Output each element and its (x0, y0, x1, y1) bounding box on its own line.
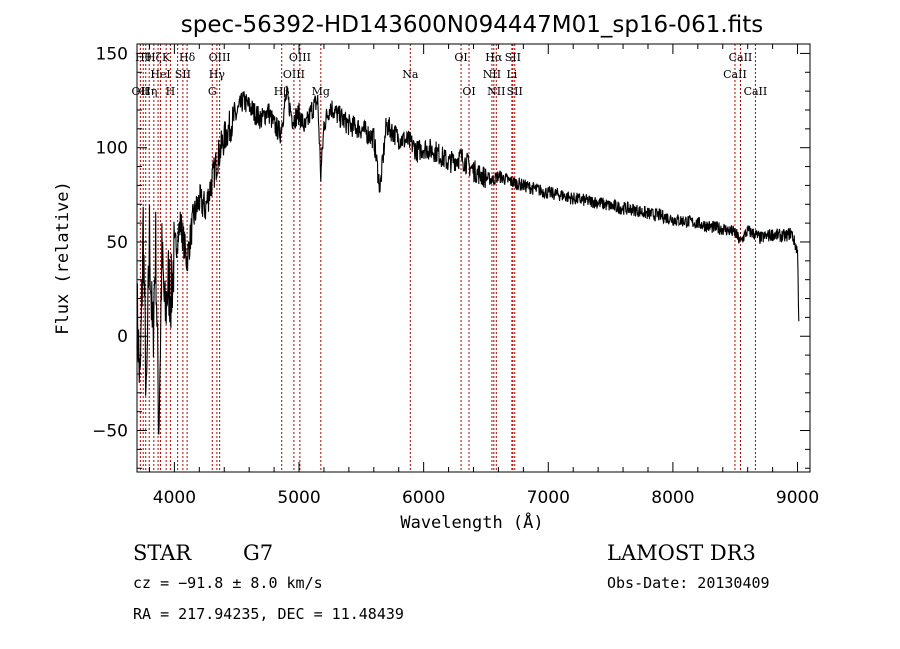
line-label: Hβ (274, 85, 290, 98)
line-label: SII (505, 51, 521, 64)
spectrum-series (136, 85, 800, 435)
y-tick-label: 100 (96, 139, 128, 159)
line-label: Li (506, 68, 517, 81)
line-label: HeI (150, 68, 170, 81)
line-label: Hθ (135, 51, 152, 64)
chart-title: spec-56392-HD143600N094447M01_sp16-061.f… (181, 12, 763, 38)
line-label: G (208, 85, 217, 98)
line-label: OIII (289, 51, 311, 64)
line-label: NII (487, 85, 505, 98)
redshift-info: cz = −91.8 ± 8.0 km/s (133, 574, 323, 592)
line-label: Hγ (209, 68, 226, 81)
x-tick-label: 8000 (651, 488, 694, 508)
y-tick-label: 150 (96, 44, 128, 64)
line-label: OI (454, 51, 467, 64)
line-label: K (162, 51, 171, 64)
object-subclass: G7 (243, 541, 273, 565)
x-tick-label: 6000 (402, 488, 445, 508)
line-label: Hζ (146, 51, 162, 64)
spectral-line-labels: OIIHθHηHζHeIKHSIIHδGHγOIIIHβOIIIOIIIMgNa… (132, 51, 768, 98)
y-tick-label: −50 (92, 422, 128, 442)
line-label: OIII (283, 68, 305, 81)
spectral-line-markers (139, 44, 756, 472)
y-tick-label: 0 (117, 327, 128, 347)
survey-name: LAMOST DR3 (607, 541, 756, 565)
y-axis-label: Flux (relative) (53, 181, 73, 335)
object-class: STAR (133, 541, 192, 565)
line-label: Hη (141, 85, 157, 98)
coordinates-info: RA = 217.94235, DEC = 11.48439 (133, 605, 404, 623)
line-label: Mg (312, 85, 330, 98)
line-label: CaII (729, 51, 753, 64)
x-tick-label: 9000 (776, 488, 819, 508)
y-axis: −50 0 50 100 150 (92, 44, 810, 469)
line-label: CaII (744, 85, 768, 98)
line-label: OIII (209, 51, 231, 64)
line-label: H (166, 85, 176, 98)
line-label: Hα (485, 51, 503, 64)
x-axis: 4000 5000 6000 7000 8000 9000 (148, 44, 819, 508)
x-axis-label: Wavelength (Å) (400, 511, 543, 533)
line-label: SII (507, 85, 523, 98)
x-tick-label: 4000 (153, 488, 196, 508)
line-label: SII (175, 68, 191, 81)
line-label: CaII (723, 68, 747, 81)
line-label: Na (402, 68, 419, 81)
x-tick-label: 5000 (277, 488, 320, 508)
x-tick-label: 7000 (527, 488, 570, 508)
line-label: OI (462, 85, 475, 98)
observation-date: Obs-Date: 20130409 (607, 574, 770, 592)
line-label: Hδ (179, 51, 196, 64)
line-label: NII (483, 68, 501, 81)
y-tick-label: 50 (106, 233, 128, 253)
